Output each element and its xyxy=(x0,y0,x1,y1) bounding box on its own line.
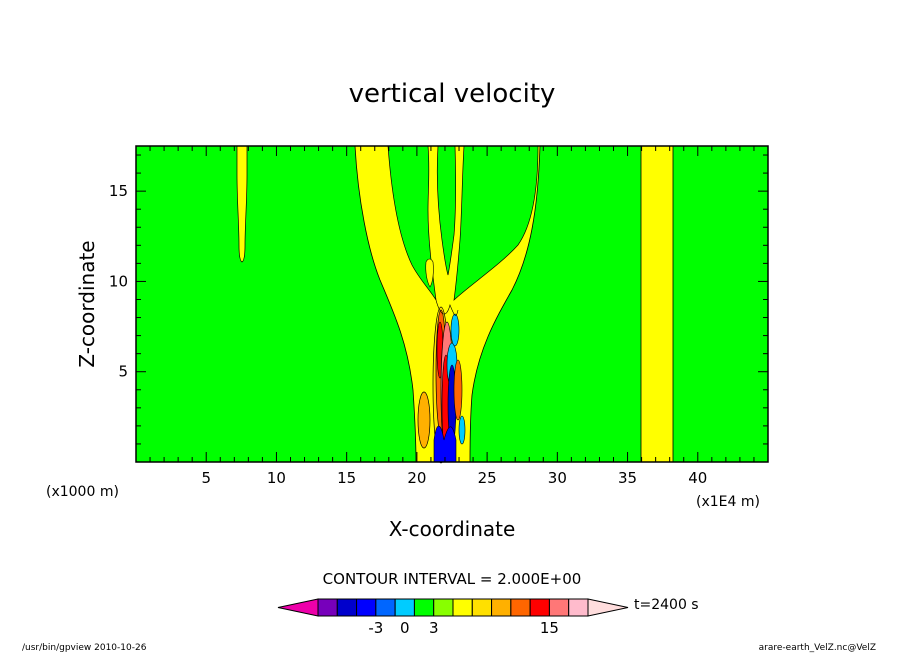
colorbar-tick-label: -3 xyxy=(368,619,383,637)
x-units-right: (x1E4 m) xyxy=(696,494,760,510)
colorbar-segment xyxy=(568,598,589,617)
x-axis-ticks: 5 10 15 20 25 30 35 40 xyxy=(149,146,755,487)
colorbar-segment xyxy=(336,598,358,617)
contour-interval: CONTOUR INTERVAL = 2.000E+00 xyxy=(323,570,582,588)
x-tick-label: 40 xyxy=(688,469,707,487)
colorbar xyxy=(277,598,629,617)
colorbar-segment xyxy=(375,598,396,617)
x-tick-label: 15 xyxy=(337,469,356,487)
x-tick-label: 20 xyxy=(407,469,426,487)
colorbar-segment xyxy=(413,598,435,617)
footer-right: arare-earth_VelZ.nc@VelZ xyxy=(759,643,876,653)
x-axis-label: X-coordinate xyxy=(389,517,516,541)
x-tick-label: 35 xyxy=(618,469,637,487)
colorbar-segment xyxy=(510,598,531,617)
y-tick-label: 15 xyxy=(109,182,128,200)
colorbar-segment xyxy=(433,598,454,617)
colorbar-tick-label: 0 xyxy=(400,619,410,637)
x-tick-label: 25 xyxy=(478,469,497,487)
convective-core xyxy=(417,299,466,464)
colorbar-segment xyxy=(548,598,570,617)
colorbar-tick-label: 15 xyxy=(540,619,559,637)
colorbar-segment xyxy=(452,598,473,617)
inner-green-center xyxy=(436,145,457,276)
time-label: t=2400 s xyxy=(634,597,699,613)
footer-left: /usr/bin/gpview 2010-10-26 xyxy=(22,643,147,653)
plot-area xyxy=(135,145,769,464)
colorbar-segment xyxy=(317,598,338,617)
colorbar-high-arrow xyxy=(587,598,629,617)
x-tick-label: 30 xyxy=(548,469,567,487)
y-axis-label: Z-coordinate xyxy=(75,240,99,367)
x-tick-label: 5 xyxy=(201,469,211,487)
x-tick-label: 10 xyxy=(267,469,286,487)
colorbar-segment xyxy=(394,598,415,617)
colorbar-segment xyxy=(491,598,512,617)
colorbar-tick-label: 3 xyxy=(429,619,439,637)
x-units-left: (x1000 m) xyxy=(46,484,119,500)
colorbar-segment xyxy=(471,598,493,617)
colorbar-segment xyxy=(529,598,550,617)
vertical-band-right xyxy=(640,145,674,463)
inner-yellow-streak xyxy=(425,258,434,288)
y-tick-label: 5 xyxy=(118,363,128,381)
plume-left xyxy=(236,145,248,263)
plot-frame xyxy=(135,145,769,463)
colorbar-segment xyxy=(356,598,377,617)
colorbar-low-arrow xyxy=(277,598,319,617)
chart-title: vertical velocity xyxy=(349,79,556,109)
colorbar-labels: -3 0 3 15 xyxy=(368,619,559,637)
inner-green-right xyxy=(453,145,539,301)
y-axis-ticks: 5 10 15 xyxy=(109,154,768,445)
y-tick-label: 10 xyxy=(109,272,128,290)
